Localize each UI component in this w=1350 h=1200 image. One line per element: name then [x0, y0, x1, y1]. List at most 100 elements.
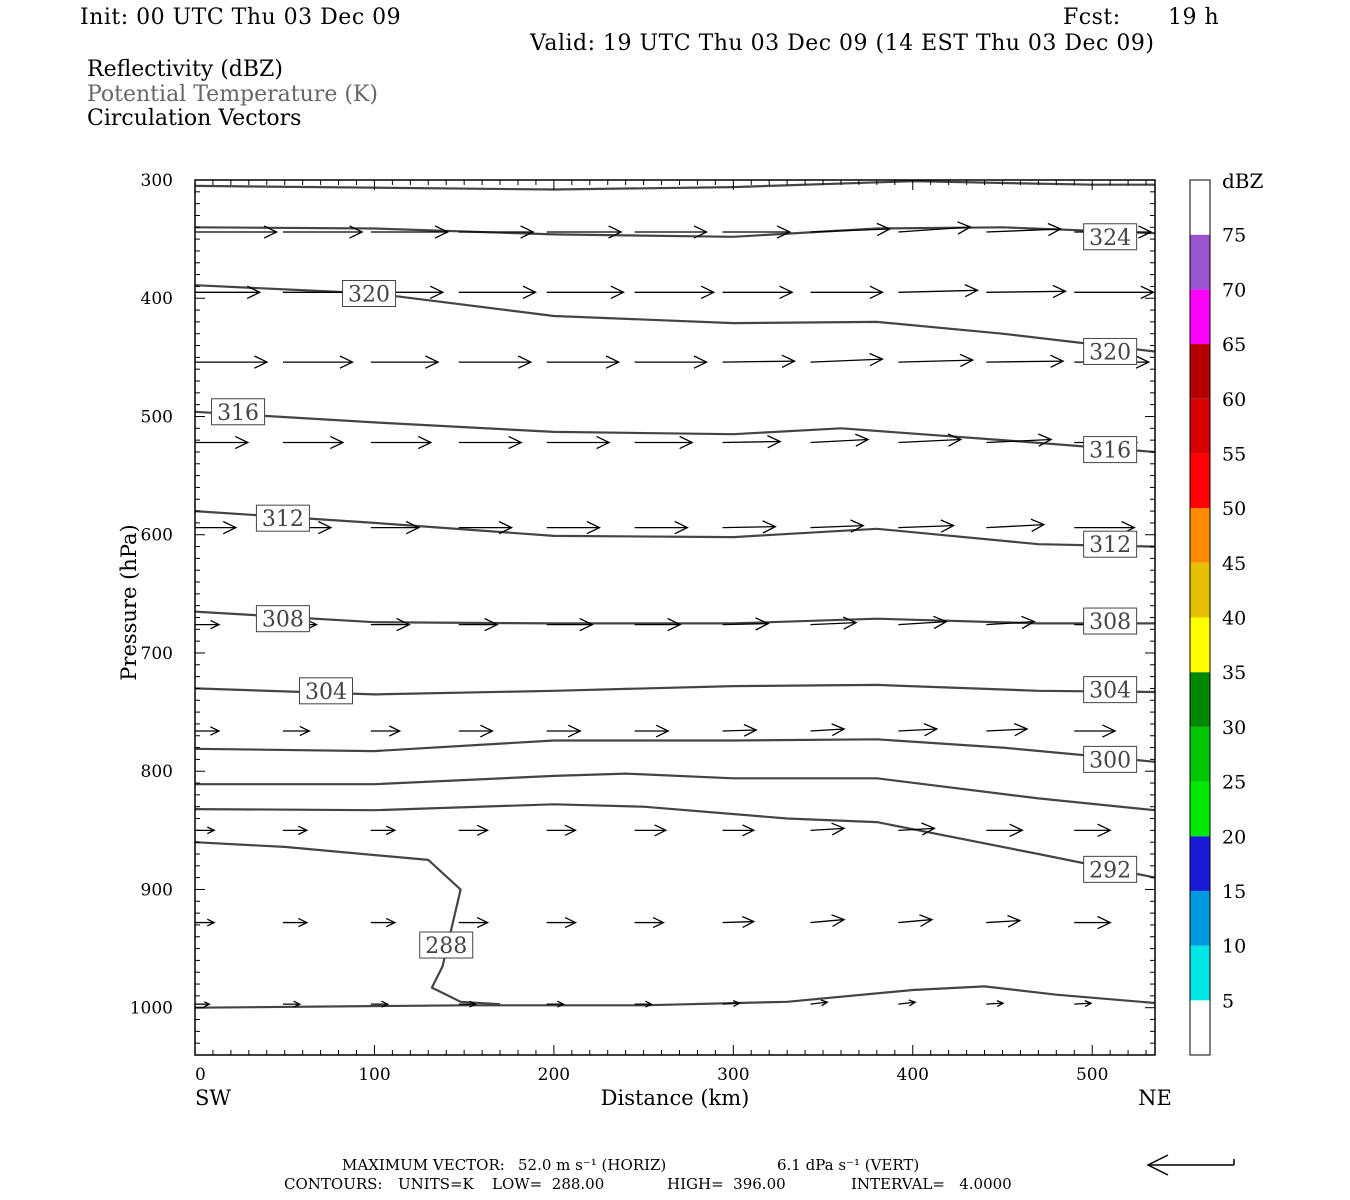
y-tick-label: 300	[141, 171, 173, 191]
contour-label: 288	[425, 934, 467, 959]
circulation-vector	[898, 620, 947, 626]
circulation-vector-head	[1052, 284, 1067, 299]
reference-vector	[1146, 1154, 1235, 1176]
circulation-vector-head	[996, 1000, 1005, 1007]
circulation-vector-head	[1007, 914, 1022, 928]
circulation-vector-head	[254, 355, 269, 369]
circulation-vector-head	[767, 435, 782, 449]
circulation-vector-head	[298, 917, 309, 928]
colorbar-bin	[1190, 234, 1210, 290]
circulation-vector-head	[1135, 355, 1151, 369]
theta-contour-line	[195, 510, 1155, 548]
circulation-vector-head	[476, 824, 490, 836]
circulation-vector-head	[567, 724, 582, 738]
circulation-vector-head	[349, 225, 364, 239]
circulation-vector-head	[850, 519, 865, 533]
circulation-vector	[986, 523, 1044, 529]
circulation-vector	[810, 524, 864, 529]
circulation-vector-head	[693, 355, 709, 369]
circulation-vector-head	[667, 617, 682, 632]
colorbar-bin	[1190, 180, 1210, 235]
max-vector-vertical: 6.1 dPa s⁻¹ (VERT)	[777, 1156, 920, 1174]
circulation-vector-head	[1050, 354, 1065, 368]
circulation-vector-head	[476, 917, 490, 929]
contour-label-box	[1083, 436, 1138, 464]
circulation-vector-head	[298, 825, 309, 836]
colorbar-label: 5	[1222, 990, 1234, 1012]
circulation-vector-head	[610, 285, 625, 299]
circulation-vector	[898, 226, 971, 233]
colorbar-bin	[1190, 836, 1210, 891]
circulation-vector-head	[234, 435, 250, 450]
theta-contours	[195, 180, 1155, 1009]
y-tick-label: 1000	[130, 999, 173, 1019]
circulation-vector-head	[596, 435, 611, 450]
circulation-vector	[986, 919, 1020, 924]
circulation-vector-head	[586, 520, 601, 535]
circulation-vector-head	[1102, 724, 1117, 738]
contour-label: 292	[1089, 858, 1131, 883]
contour-label-box	[298, 677, 353, 705]
contour-label: 308	[1089, 610, 1131, 635]
circulation-vector-head	[1013, 722, 1029, 737]
theta-contour-line	[195, 985, 1155, 1009]
contour-label: 324	[1089, 226, 1131, 251]
reflectivity-colorbar: 5 10 15 20 25 30 35 40 45 50 55 60 65 70 75 dBZ	[1189, 169, 1264, 1056]
forecast-hour: 19 h	[1168, 5, 1220, 30]
colorbar-bin	[1190, 726, 1210, 782]
x-tick-label: 400	[897, 1065, 929, 1085]
circulation-vector	[898, 918, 933, 924]
x-tick-label: 300	[717, 1065, 749, 1085]
circulation-vector-head	[742, 824, 756, 837]
contour-label-box	[1083, 745, 1138, 773]
circulation-vector-head	[318, 520, 333, 535]
circulation-vector-head	[498, 520, 514, 535]
y-tick-label: 800	[141, 762, 173, 782]
circulation-vector-head	[385, 825, 397, 836]
circulation-vector	[898, 1001, 916, 1005]
colorbar-label: 10	[1222, 936, 1246, 958]
circulation-vector-head	[299, 725, 311, 737]
x-tick-label: 100	[358, 1065, 390, 1085]
contour-interval: INTERVAL= 4.0000	[851, 1175, 1012, 1193]
circulation-vector-head	[417, 435, 433, 450]
circulation-vector-head	[517, 355, 533, 369]
circulation-vector-head	[557, 1000, 565, 1008]
circulation-vector-head	[679, 435, 694, 450]
y-tick-label: 700	[141, 644, 173, 664]
circulation-vector	[810, 228, 890, 233]
circulation-vector-head	[869, 352, 884, 367]
circulation-vector-head	[742, 915, 756, 928]
circulation-vector-head	[842, 616, 858, 630]
y-tick-label: 600	[141, 526, 173, 546]
colorbar-label: 25	[1222, 772, 1246, 794]
contour-label: 320	[348, 283, 390, 308]
circulation-vector	[986, 290, 1066, 293]
circulation-vector-head	[1047, 222, 1063, 237]
contour-label-box	[1083, 223, 1138, 251]
colorbar-title: dBZ	[1222, 169, 1264, 193]
theta-contour-line	[195, 284, 1155, 353]
circulation-vector	[898, 289, 978, 293]
circulation-vector-head	[263, 225, 279, 239]
circulation-vector-head	[964, 284, 980, 298]
circulation-vector-head	[330, 435, 345, 450]
field-circulation-vectors-label: Circulation Vectors	[87, 106, 302, 131]
colorbar-bin	[1190, 453, 1210, 509]
colorbar-label: 40	[1222, 608, 1246, 630]
theta-contour-line	[195, 738, 1155, 763]
circulation-vector	[986, 728, 1028, 732]
circulation-vector-head	[339, 355, 354, 369]
y-tick-label: 400	[141, 289, 173, 309]
circulation-vector	[810, 918, 845, 924]
contour-label: 300	[1089, 748, 1131, 773]
circulation-vector	[722, 525, 776, 529]
y-axis-title: Pressure (hPa)	[117, 524, 141, 680]
circulation-vector-head	[1097, 915, 1112, 930]
circulation-vector	[810, 358, 883, 363]
y-tick-label: 500	[141, 407, 173, 427]
circulation-vector-head	[207, 826, 216, 835]
circulation-vector	[810, 728, 845, 732]
contour-label-box	[255, 504, 310, 532]
circulation-vector	[722, 1002, 740, 1005]
